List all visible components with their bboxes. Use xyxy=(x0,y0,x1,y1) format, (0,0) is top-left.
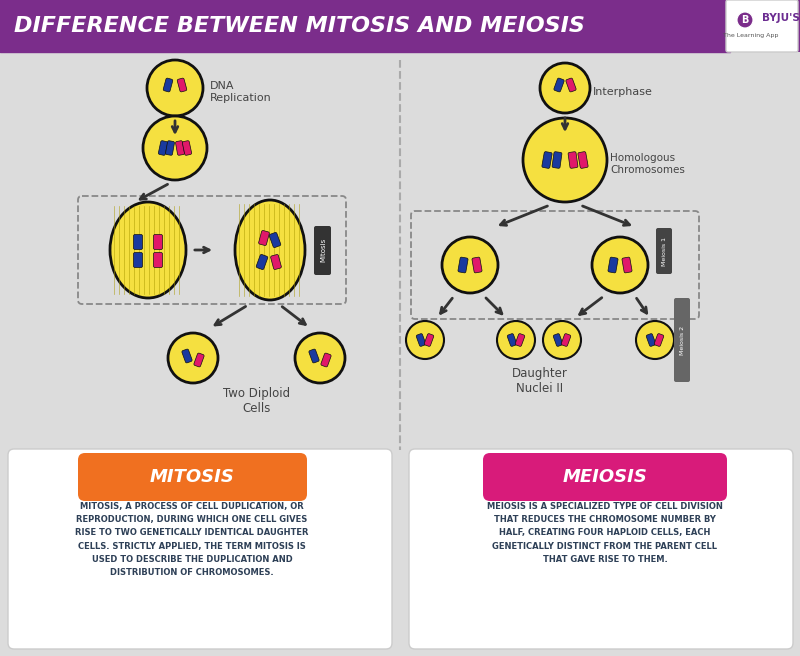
Text: MEIOSIS IS A SPECIALIZED TYPE OF CELL DIVISION
THAT REDUCES THE CHROMOSOME NUMBE: MEIOSIS IS A SPECIALIZED TYPE OF CELL DI… xyxy=(487,502,723,564)
Circle shape xyxy=(636,321,674,359)
FancyBboxPatch shape xyxy=(674,298,690,382)
Text: Mitosis: Mitosis xyxy=(320,238,326,262)
FancyBboxPatch shape xyxy=(483,453,727,501)
FancyBboxPatch shape xyxy=(622,257,632,273)
Text: BYJU'S: BYJU'S xyxy=(762,13,800,23)
FancyBboxPatch shape xyxy=(134,253,142,268)
Ellipse shape xyxy=(235,200,305,300)
FancyBboxPatch shape xyxy=(568,152,578,169)
FancyBboxPatch shape xyxy=(314,226,331,275)
Circle shape xyxy=(737,12,753,28)
FancyBboxPatch shape xyxy=(182,140,192,155)
FancyBboxPatch shape xyxy=(163,78,173,92)
Circle shape xyxy=(147,60,203,116)
FancyBboxPatch shape xyxy=(472,257,482,273)
Text: The Learning App: The Learning App xyxy=(723,33,778,37)
FancyBboxPatch shape xyxy=(258,230,270,245)
Polygon shape xyxy=(720,0,800,52)
FancyBboxPatch shape xyxy=(158,140,168,155)
Circle shape xyxy=(168,333,218,383)
FancyBboxPatch shape xyxy=(175,141,185,155)
Circle shape xyxy=(540,63,590,113)
FancyBboxPatch shape xyxy=(578,152,588,169)
FancyBboxPatch shape xyxy=(309,349,319,363)
FancyBboxPatch shape xyxy=(552,152,562,169)
Text: DIFFERENCE BETWEEN MITOSIS AND MEIOSIS: DIFFERENCE BETWEEN MITOSIS AND MEIOSIS xyxy=(14,16,585,36)
FancyBboxPatch shape xyxy=(458,257,468,273)
FancyBboxPatch shape xyxy=(608,257,618,273)
FancyBboxPatch shape xyxy=(154,234,162,249)
Circle shape xyxy=(592,237,648,293)
FancyBboxPatch shape xyxy=(656,228,672,274)
FancyBboxPatch shape xyxy=(562,334,570,346)
FancyBboxPatch shape xyxy=(178,78,186,92)
Text: Interphase: Interphase xyxy=(593,87,653,97)
Text: Homologous
Chromosomes: Homologous Chromosomes xyxy=(610,154,685,174)
Text: B: B xyxy=(742,15,749,25)
FancyBboxPatch shape xyxy=(507,334,517,346)
Text: MITOSIS, A PROCESS OF CELL DUPLICATION, OR
REPRODUCTION, DURING WHICH ONE CELL G: MITOSIS, A PROCESS OF CELL DUPLICATION, … xyxy=(75,502,309,577)
FancyBboxPatch shape xyxy=(321,353,331,367)
FancyBboxPatch shape xyxy=(194,353,204,367)
FancyBboxPatch shape xyxy=(554,334,562,346)
FancyBboxPatch shape xyxy=(134,234,142,249)
FancyBboxPatch shape xyxy=(726,0,798,52)
FancyBboxPatch shape xyxy=(8,449,392,649)
FancyBboxPatch shape xyxy=(166,141,174,155)
Circle shape xyxy=(406,321,444,359)
FancyBboxPatch shape xyxy=(270,255,282,270)
Text: DNA
Replication: DNA Replication xyxy=(210,81,272,103)
Ellipse shape xyxy=(110,202,186,298)
FancyBboxPatch shape xyxy=(182,349,192,363)
Circle shape xyxy=(143,116,207,180)
Text: Meiosis 1: Meiosis 1 xyxy=(662,237,666,266)
Circle shape xyxy=(543,321,581,359)
FancyBboxPatch shape xyxy=(654,334,664,346)
Text: MEIOSIS: MEIOSIS xyxy=(562,468,647,486)
FancyBboxPatch shape xyxy=(515,334,525,346)
Text: Meiosis 2: Meiosis 2 xyxy=(679,325,685,354)
FancyBboxPatch shape xyxy=(270,232,281,247)
FancyBboxPatch shape xyxy=(78,453,307,501)
FancyBboxPatch shape xyxy=(646,334,656,346)
FancyBboxPatch shape xyxy=(542,152,552,169)
Text: MITOSIS: MITOSIS xyxy=(150,468,234,486)
Text: Daughter
Nuclei II: Daughter Nuclei II xyxy=(512,367,568,395)
Circle shape xyxy=(497,321,535,359)
Text: Two Diploid
Cells: Two Diploid Cells xyxy=(223,387,290,415)
Circle shape xyxy=(295,333,345,383)
FancyBboxPatch shape xyxy=(154,253,162,268)
FancyBboxPatch shape xyxy=(554,78,564,92)
FancyBboxPatch shape xyxy=(566,78,576,92)
Circle shape xyxy=(523,118,607,202)
Circle shape xyxy=(442,237,498,293)
FancyBboxPatch shape xyxy=(409,449,793,649)
FancyBboxPatch shape xyxy=(424,334,434,346)
FancyBboxPatch shape xyxy=(416,334,426,346)
FancyBboxPatch shape xyxy=(256,255,268,270)
